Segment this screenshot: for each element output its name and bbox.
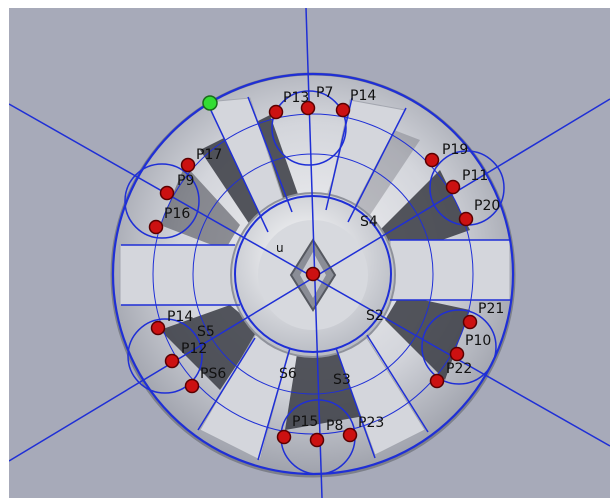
label-p21: P21 — [478, 301, 504, 317]
spoke-edge-sw2 — [257, 347, 291, 461]
spoke-edge-nw1 — [206, 101, 269, 233]
point-center[interactable] — [305, 266, 321, 282]
spoke-edge-ne2 — [347, 107, 407, 223]
spoke-e — [389, 239, 511, 301]
point-p21[interactable] — [462, 314, 478, 330]
window-6 — [160, 305, 260, 390]
label-p11: P11 — [462, 168, 488, 184]
point-p19[interactable] — [424, 152, 440, 168]
hubcap-photo: P13 P7 P14 P17 P9 P16 P19 P11 P20 S4 u P… — [9, 8, 610, 498]
point-p17[interactable] — [180, 157, 196, 173]
point-p15[interactable] — [276, 429, 292, 445]
spoke-edge-nw2 — [247, 96, 293, 213]
label-p23: P23 — [358, 415, 384, 431]
spoke-edge-sw1 — [197, 337, 256, 431]
label-s5: S5 — [197, 324, 215, 340]
label-ps6: PS6 — [200, 366, 226, 382]
label-p13: P13 — [283, 90, 309, 106]
label-p10: P10 — [465, 333, 491, 349]
label-p16: P16 — [164, 206, 190, 222]
circle-lower-right — [421, 309, 497, 385]
point-p16[interactable] — [148, 219, 164, 235]
control-points — [148, 100, 478, 448]
label-p14-left: P14 — [167, 309, 193, 325]
label-p8: P8 — [326, 418, 343, 434]
label-s-lower-left: S6 — [279, 366, 297, 382]
point-p9[interactable] — [159, 185, 175, 201]
spoke-w — [119, 244, 241, 306]
point-p14-top[interactable] — [335, 102, 351, 118]
spoke-edge-se2 — [366, 334, 429, 433]
label-p7: P7 — [316, 85, 333, 101]
label-p19: P19 — [442, 142, 468, 158]
point-labels: P13 P7 P14 P17 P9 P16 P19 P11 P20 S4 u P… — [164, 85, 504, 434]
window-7 — [160, 165, 240, 250]
axis-vertical — [305, 8, 323, 498]
point-p14-left[interactable] — [150, 320, 166, 336]
selected-point[interactable] — [202, 95, 218, 111]
point-p10[interactable] — [449, 346, 465, 362]
spoke-edge-se1 — [335, 347, 376, 459]
point-ps6[interactable] — [184, 378, 200, 394]
point-p13[interactable] — [268, 104, 284, 120]
label-p12: P12 — [181, 341, 207, 357]
point-p11[interactable] — [445, 179, 461, 195]
label-s2: S2 — [366, 308, 384, 324]
label-s4: S4 — [360, 214, 378, 230]
point-p8[interactable] — [309, 432, 325, 448]
circle-top — [271, 90, 347, 166]
circle-lower-left — [127, 318, 203, 394]
label-u: u — [276, 241, 284, 255]
point-p12[interactable] — [164, 353, 180, 369]
label-p17: P17 — [196, 147, 222, 163]
point-p7[interactable] — [300, 100, 316, 116]
label-p14-top: P14 — [350, 88, 376, 104]
spoke-edge-ne1 — [325, 97, 353, 211]
inner-circle — [192, 153, 434, 395]
point-p20[interactable] — [458, 211, 474, 227]
label-p15: P15 — [292, 414, 318, 430]
label-s3: S3 — [333, 372, 351, 388]
label-p20: P20 — [474, 198, 500, 214]
label-p9: P9 — [177, 173, 194, 189]
circle-upper-left — [124, 163, 200, 239]
diagram-svg: P13 P7 P14 P17 P9 P16 P19 P11 P20 S4 u P… — [9, 8, 610, 498]
point-p23[interactable] — [342, 427, 358, 443]
hub-circle — [234, 195, 392, 353]
point-p22[interactable] — [429, 373, 445, 389]
label-p22: P22 — [446, 361, 472, 377]
